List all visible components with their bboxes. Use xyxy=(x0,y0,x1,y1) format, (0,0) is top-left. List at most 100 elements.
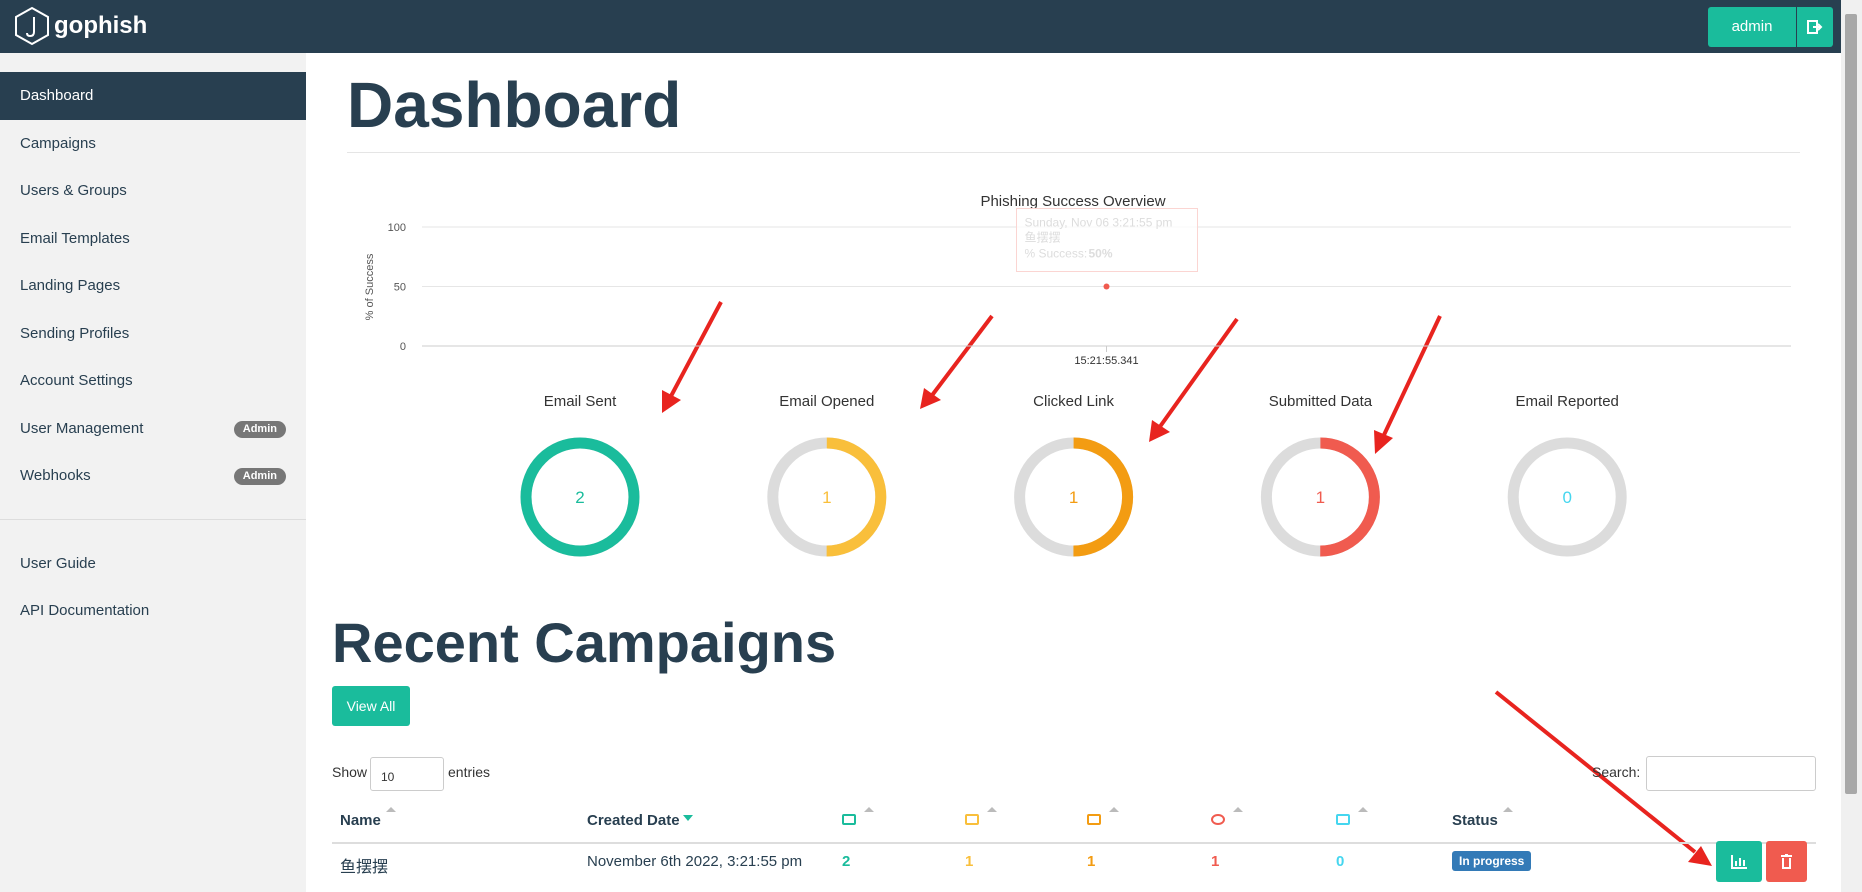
nav-label: Account Settings xyxy=(20,372,133,389)
donut-arc xyxy=(767,437,887,557)
sort-icon[interactable] xyxy=(987,807,997,812)
nav-item[interactable]: User Guide xyxy=(0,540,306,588)
stat-value: 1 xyxy=(822,488,831,507)
user-name: admin xyxy=(1731,18,1773,35)
column-header: Status xyxy=(1452,812,1498,829)
search-input[interactable] xyxy=(1646,756,1816,791)
show-label: Show xyxy=(332,764,368,780)
nav-item[interactable]: User Management Admin xyxy=(0,405,306,453)
count: 1 xyxy=(1211,853,1220,870)
y-tick-label: 50 xyxy=(394,282,406,294)
campaigns-table: Name Created Date Status 鱼摆摆 November 6th 20… xyxy=(332,800,1816,892)
column-header: Name xyxy=(340,812,381,829)
nav-item[interactable]: API Documentation xyxy=(0,587,306,635)
status-label: In progress xyxy=(1452,851,1532,871)
chart-title: Phishing Success Overview xyxy=(980,193,1165,210)
sort-icon[interactable] xyxy=(386,807,396,812)
section-title: Recent Campaigns xyxy=(332,611,837,674)
x-tick-label: 15:21:55.341 xyxy=(1074,355,1138,367)
nav-item[interactable]: Account Settings xyxy=(0,357,306,405)
nav-item[interactable]: Dashboard xyxy=(0,72,306,120)
delete-button[interactable] xyxy=(1766,841,1807,882)
count: 0 xyxy=(1336,853,1345,870)
user-menu[interactable]: admin xyxy=(1708,7,1796,47)
stat-label: Email Sent xyxy=(544,393,617,410)
count: 1 xyxy=(965,853,974,870)
y-axis-label: % of Success xyxy=(364,253,376,320)
donut-arc xyxy=(520,437,640,557)
tooltip-name: 鱼摆摆 xyxy=(1025,231,1061,245)
logo-icon xyxy=(15,6,49,46)
created-date: November 6th 2022, 3:21:55 pm xyxy=(587,853,803,870)
column-icon[interactable] xyxy=(1336,814,1350,825)
chart-icon xyxy=(1731,855,1747,869)
nav-label: Campaigns xyxy=(20,134,96,152)
sort-icon[interactable] xyxy=(1358,807,1368,812)
nav-label: Webhooks xyxy=(20,467,91,484)
tooltip-date: Sunday, Nov 06 3:21:55 pm xyxy=(1025,216,1173,230)
y-tick-label: 100 xyxy=(388,222,406,234)
nav-item[interactable]: Landing Pages xyxy=(0,262,306,310)
column-icon[interactable] xyxy=(965,814,979,825)
sort-icon[interactable] xyxy=(1233,807,1243,812)
search-label: Search: xyxy=(1592,764,1641,780)
nav-item[interactable]: Users & Groups xyxy=(0,167,306,215)
nav-item[interactable]: Campaigns xyxy=(0,120,306,168)
y-tick-label: 0 xyxy=(400,341,406,353)
brand[interactable]: gophish xyxy=(54,12,148,39)
admin-badge: Admin xyxy=(233,468,286,485)
sort-icon[interactable] xyxy=(683,815,693,821)
column-header: Created Date xyxy=(587,812,680,829)
nav-item[interactable]: Webhooks Admin xyxy=(0,452,306,500)
scrollbar-thumb[interactable] xyxy=(1845,14,1857,794)
column-icon[interactable] xyxy=(842,814,856,825)
nav-label: Dashboard xyxy=(20,87,94,104)
nav-item[interactable]: Sending Profiles xyxy=(0,310,306,358)
count: 1 xyxy=(1087,853,1096,870)
stat-value: 0 xyxy=(1562,488,1571,507)
nav-label: Landing Pages xyxy=(20,277,121,294)
scrollbar[interactable] xyxy=(1841,0,1862,892)
stat-label: Email Opened xyxy=(779,393,874,410)
logout-icon xyxy=(1807,20,1823,34)
page-size-value: 10 xyxy=(381,770,395,784)
column-icon[interactable] xyxy=(1211,814,1225,825)
data-point xyxy=(1103,283,1110,290)
nav-label: User Guide xyxy=(20,555,96,572)
annotation-arrows xyxy=(662,301,1712,866)
sidebar-divider xyxy=(0,519,306,520)
sort-icon[interactable] xyxy=(864,807,874,812)
admin-badge: Admin xyxy=(233,420,286,438)
donut-arc xyxy=(1014,437,1134,557)
view-all-button[interactable]: View All xyxy=(332,686,410,726)
logout-button[interactable] xyxy=(1797,7,1833,47)
sort-icon[interactable] xyxy=(1109,807,1119,812)
nav-label: User Management xyxy=(20,419,144,437)
header-divider xyxy=(332,842,1816,844)
stat-value: 2 xyxy=(575,488,584,507)
nav-label: Sending Profiles xyxy=(20,324,130,342)
page-title: Dashboard xyxy=(347,69,682,141)
navbar: gophish admin xyxy=(0,0,1841,53)
stat-value: 1 xyxy=(1069,488,1078,507)
nav-label: Email Templates xyxy=(20,229,130,247)
tooltip xyxy=(1016,208,1198,272)
entries-label: entries xyxy=(448,764,491,780)
campaign-name: 鱼摆摆 xyxy=(340,859,389,876)
nav-item[interactable]: Email Templates xyxy=(0,215,306,263)
stat-value: 1 xyxy=(1316,488,1325,507)
tooltip-value: 50% xyxy=(1089,247,1113,261)
donut-track xyxy=(1507,437,1627,557)
stat-label: Clicked Link xyxy=(1033,393,1114,410)
column-icon[interactable] xyxy=(1087,814,1101,825)
title-divider xyxy=(347,152,1800,153)
results-button[interactable] xyxy=(1716,841,1762,882)
nav-label: API Documentation xyxy=(20,602,150,619)
page-size-select[interactable]: 10 xyxy=(370,757,444,791)
stat-label: Submitted Data xyxy=(1269,393,1373,410)
nav-label: Users & Groups xyxy=(20,182,127,199)
donut-arc xyxy=(1260,437,1380,557)
sort-icon[interactable] xyxy=(1503,807,1513,812)
